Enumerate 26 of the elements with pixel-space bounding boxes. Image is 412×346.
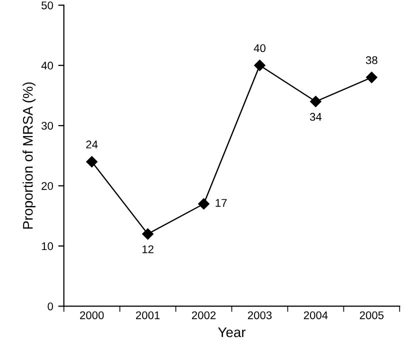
- x-tick-label: 2003: [248, 311, 272, 320]
- x-tick-label: 2002: [192, 311, 216, 320]
- x-tick-label: 2004: [304, 311, 328, 320]
- x-tick-label: 2005: [360, 311, 384, 320]
- y-axis-title: Proportion of MRSA (%): [22, 82, 36, 229]
- point: [310, 96, 322, 108]
- y-tick-label: 0: [48, 302, 54, 310]
- point: [198, 198, 210, 210]
- data-label: 40: [254, 44, 266, 52]
- y-tick-label: 20: [42, 182, 54, 190]
- point: [142, 228, 154, 240]
- data-label: 38: [366, 56, 378, 64]
- y-tick-label: 10: [42, 242, 54, 250]
- y-tick-label: 50: [42, 1, 54, 10]
- x-axis-title: Year: [218, 327, 246, 338]
- y-tick-label: 40: [41, 62, 54, 70]
- point: [254, 60, 266, 71]
- data-label: 12: [142, 245, 154, 254]
- y-tick-label: 30: [42, 122, 54, 130]
- point: [86, 156, 98, 168]
- x-tick-label: 2000: [80, 311, 104, 320]
- x-tick-label: 2001: [136, 311, 160, 320]
- data-label: 17: [216, 199, 227, 207]
- point: [366, 72, 378, 84]
- data-label: 24: [86, 140, 98, 148]
- data-label: 34: [310, 112, 322, 121]
